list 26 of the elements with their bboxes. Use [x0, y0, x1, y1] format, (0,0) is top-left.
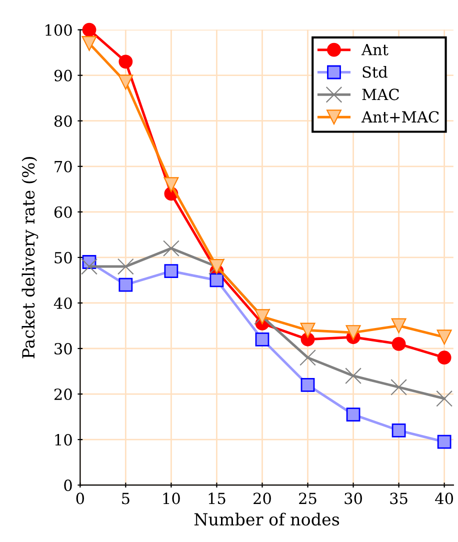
legend-label: MAC [362, 88, 399, 100]
x-tick-label: 40 [435, 492, 454, 504]
x-axis-title: Number of nodes [194, 512, 340, 526]
legend-label: Ant [361, 44, 388, 56]
x-tick-label: 35 [390, 492, 408, 504]
y-tick-label: 100 [46, 24, 72, 36]
y-tick-label: 50 [54, 252, 72, 264]
x-tick-label: 0 [76, 492, 84, 504]
y-tick-label: 60 [54, 206, 72, 218]
x-tick-label: 10 [163, 492, 180, 504]
x-tick-label: 20 [254, 492, 271, 504]
y-tick-label: 40 [54, 297, 72, 309]
y-tick-label: 20 [54, 388, 72, 400]
y-tick-label: 80 [54, 115, 72, 127]
x-tick-label: 15 [208, 492, 226, 504]
y-tick-label: 10 [55, 434, 72, 446]
y-tick-label: 30 [54, 342, 72, 355]
x-tick-label: 25 [299, 492, 316, 504]
legend-label: Ant+MAC [361, 111, 439, 123]
x-tick-label: 30 [344, 492, 362, 504]
y-tick-label: 0 [64, 480, 72, 492]
y-tick-label: 90 [54, 70, 72, 82]
y-tick-label: 70 [54, 160, 72, 172]
y-axis-title: Packet delivery rate (%) [22, 157, 38, 358]
x-tick-label: 5 [122, 492, 130, 504]
legend-label: Std [362, 66, 388, 78]
